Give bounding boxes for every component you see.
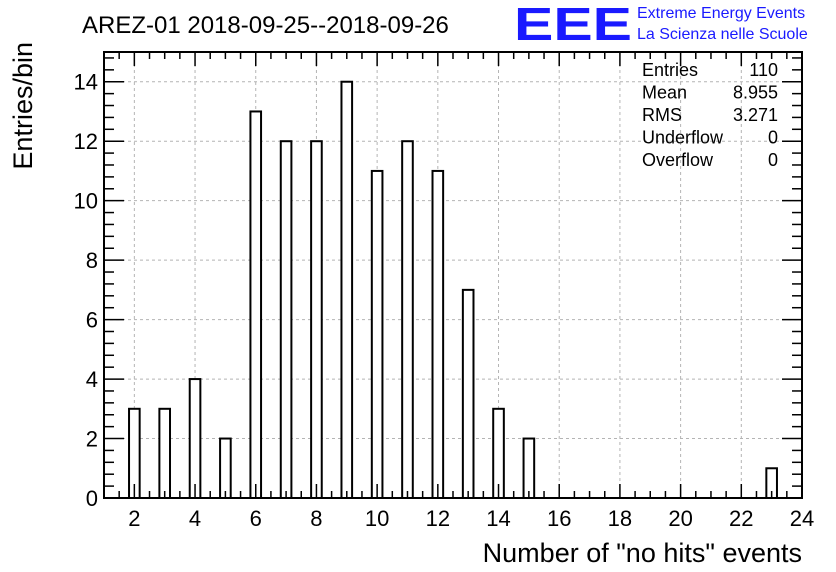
stats-label: Mean [642, 83, 687, 103]
histogram-bar [370, 169, 384, 500]
x-tick-label: 8 [310, 506, 322, 531]
stats-label: Entries [642, 60, 698, 80]
x-axis-title: Number of "no hits" events [483, 538, 802, 568]
histogram-bar [340, 80, 354, 499]
stats-value: 0 [768, 150, 778, 170]
x-tick-label: 10 [365, 506, 389, 531]
histogram-bar [461, 288, 475, 499]
y-tick-label: 14 [74, 70, 98, 95]
histogram-bar [158, 407, 172, 499]
y-tick-label: 4 [86, 367, 98, 392]
logo-line2: La Scienza nelle Scuole [637, 26, 808, 43]
x-tick-label: 24 [790, 506, 814, 531]
x-tick-label: 14 [486, 506, 510, 531]
x-tick-label: 16 [547, 506, 571, 531]
stats-label: Underflow [642, 128, 724, 148]
logo-line1: Extreme Energy Events [637, 5, 805, 22]
histogram-bar [219, 437, 232, 499]
histogram-bar [431, 169, 445, 500]
logo-mark: EEE [514, 0, 632, 50]
x-tick-label: 12 [426, 506, 450, 531]
axis-ticks [103, 52, 803, 499]
stats-value: 3.271 [733, 105, 778, 125]
histogram-bar [249, 110, 263, 499]
y-axis-title: Entries/bin [8, 42, 38, 170]
histogram-bar [522, 437, 536, 499]
x-tick-label: 20 [668, 506, 692, 531]
stats-box: Entries 110 Mean 8.955 RMS 3.271 Underflow 0 Ove… [642, 60, 778, 170]
eee-logo: EEE Extreme Energy Events La Scienza nel… [514, 0, 808, 50]
histogram-bar [188, 378, 202, 500]
stats-label: Overflow [642, 150, 714, 170]
y-tick-label: 8 [86, 248, 98, 273]
y-tick-label: 2 [86, 427, 98, 452]
chart-title: AREZ-01 2018-09-25--2018-09-26 [82, 12, 449, 39]
histogram-bar [279, 140, 293, 499]
x-tick-label: 18 [608, 506, 632, 531]
y-tick-label: 6 [86, 308, 98, 333]
histogram-bars [128, 80, 778, 500]
y-tick-label: 12 [74, 129, 98, 154]
y-tick-labels: 0 2 4 6 8 10 12 14 [74, 70, 98, 511]
x-tick-label: 4 [189, 506, 201, 531]
x-tick-label: 2 [128, 506, 140, 531]
x-tick-label: 22 [729, 506, 753, 531]
histogram-bar [401, 140, 414, 499]
y-tick-label: 10 [74, 189, 98, 214]
x-tick-labels: 2 4 6 8 10 12 14 16 18 20 22 24 [128, 506, 814, 531]
stats-value: 110 [749, 60, 778, 80]
histogram-bar [310, 140, 323, 499]
y-tick-label: 0 [86, 486, 98, 511]
stats-value: 0 [768, 128, 778, 148]
x-tick-label: 6 [250, 506, 262, 531]
stats-value: 8.955 [733, 83, 778, 103]
stats-label: RMS [642, 105, 682, 125]
